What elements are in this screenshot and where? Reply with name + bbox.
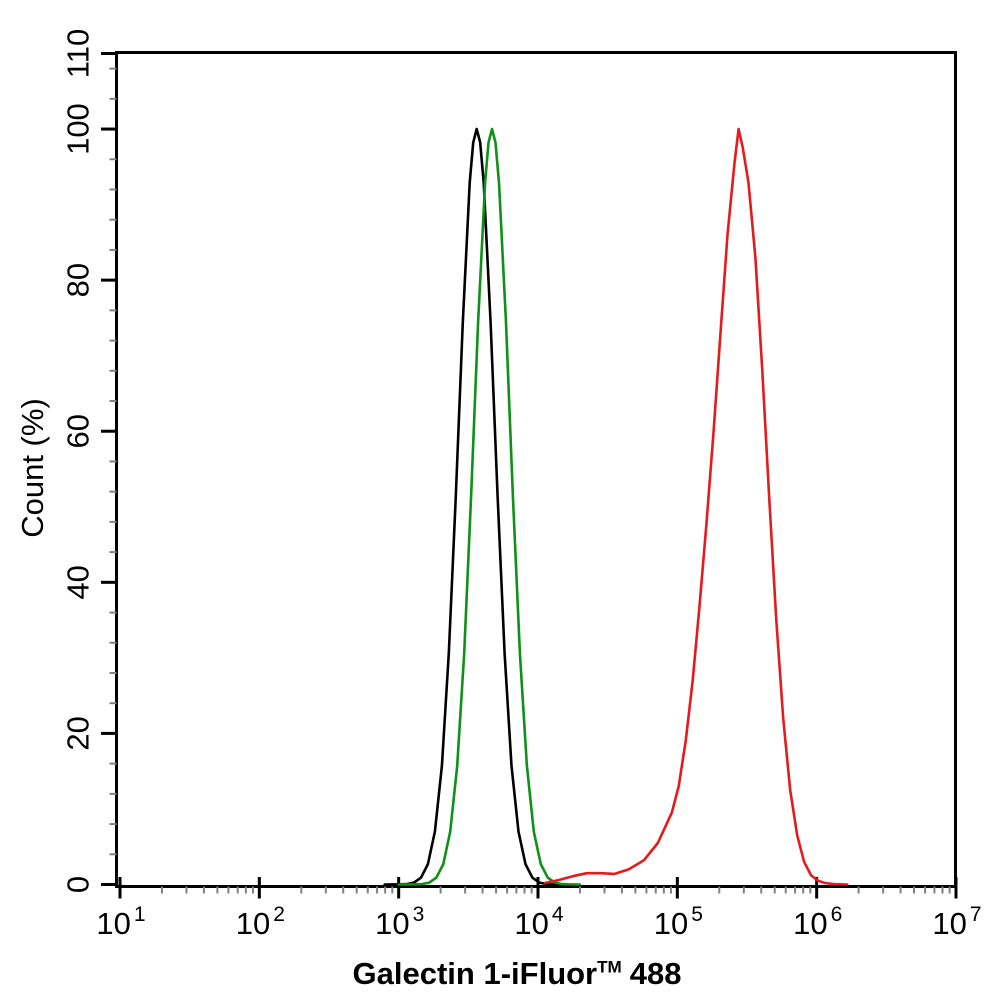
y-tick-label: 80 [61, 263, 96, 297]
x-tick-label: 10 1 [96, 903, 145, 941]
x-axis-title-suffix: 488 [629, 956, 682, 991]
x-tick-label: 10 2 [236, 903, 285, 941]
y-tick-label: 0 [61, 876, 96, 893]
curve-red [543, 127, 849, 886]
x-tick-label: 10 5 [654, 903, 703, 941]
x-axis-title: Galectin 1-iFluorTM 488 [30, 956, 994, 992]
x-tick-label: 10 3 [375, 903, 424, 941]
y-tick-label: 40 [61, 565, 96, 599]
x-tick-label: 10 4 [514, 903, 563, 941]
trademark-superscript: TM [597, 957, 622, 977]
y-axis-title: Count (%) [15, 398, 50, 538]
y-tick-label: 20 [61, 716, 96, 750]
x-axis-title-text: Galectin 1-iFluor [352, 956, 598, 991]
x-tick-label: 10 6 [793, 903, 842, 941]
curve-black [383, 127, 568, 886]
plot-border [115, 51, 957, 888]
y-tick-label: 100 [61, 103, 96, 155]
y-tick-label: 60 [61, 414, 96, 448]
curve-green [397, 127, 582, 886]
y-tick-label: 110 [61, 29, 96, 78]
x-tick-label: 10 7 [932, 903, 981, 941]
